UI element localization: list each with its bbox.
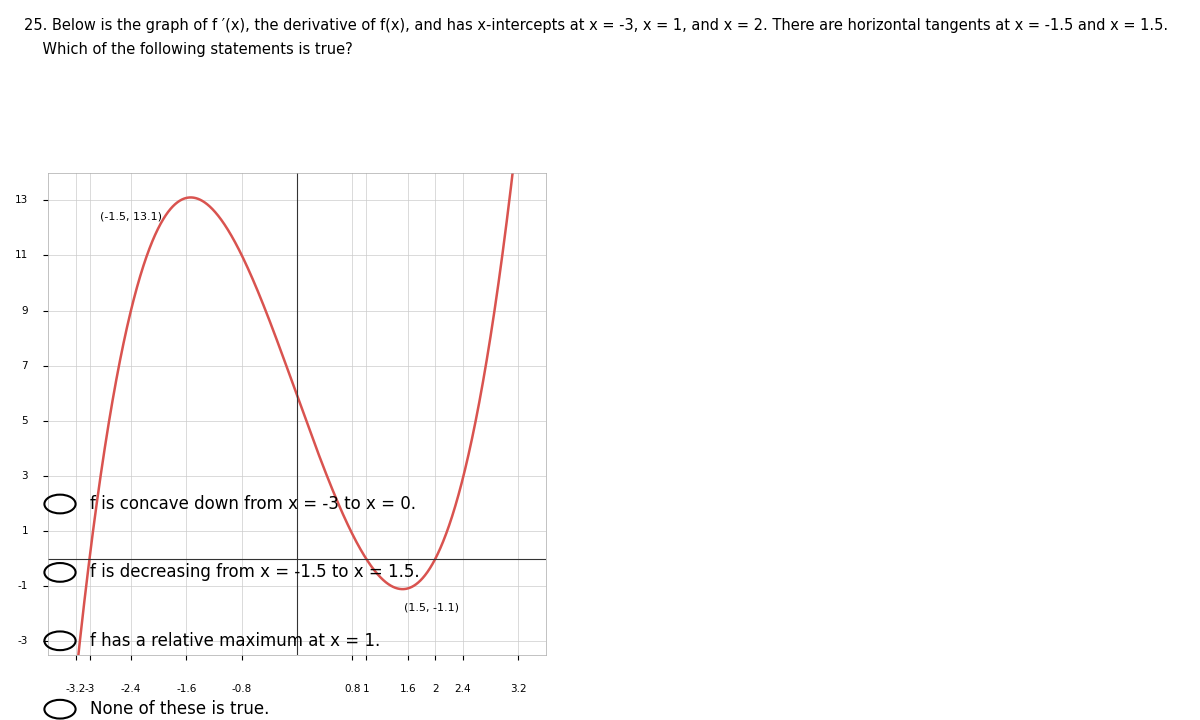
Text: 25. Below is the graph of f ′(x), the derivative of f(x), and has x-intercepts a: 25. Below is the graph of f ′(x), the de… — [24, 18, 1168, 33]
Text: 2: 2 — [432, 684, 439, 694]
Text: 3: 3 — [22, 471, 28, 481]
Text: -1: -1 — [18, 581, 28, 591]
Text: -2.4: -2.4 — [121, 684, 142, 694]
Text: 5: 5 — [22, 416, 28, 426]
Text: -1.6: -1.6 — [176, 684, 197, 694]
Text: None of these is true.: None of these is true. — [90, 700, 269, 719]
Text: 0.8: 0.8 — [344, 684, 360, 694]
Text: f has a relative maximum at x = 1.: f has a relative maximum at x = 1. — [90, 632, 380, 649]
Text: 7: 7 — [22, 361, 28, 371]
Text: 1: 1 — [22, 526, 28, 536]
Text: Which of the following statements is true?: Which of the following statements is tru… — [24, 42, 353, 57]
Text: -0.8: -0.8 — [232, 684, 252, 694]
Text: 1.6: 1.6 — [400, 684, 416, 694]
Text: 1: 1 — [362, 684, 370, 694]
Text: (1.5, -1.1): (1.5, -1.1) — [404, 603, 460, 613]
Text: 2.4: 2.4 — [455, 684, 472, 694]
Text: -3: -3 — [18, 636, 28, 647]
Text: f is decreasing from x = -1.5 to x = 1.5.: f is decreasing from x = -1.5 to x = 1.5… — [90, 563, 420, 582]
Text: -3.2: -3.2 — [66, 684, 86, 694]
Text: 9: 9 — [22, 305, 28, 315]
Text: 13: 13 — [14, 195, 28, 205]
Text: (-1.5, 13.1): (-1.5, 13.1) — [100, 212, 162, 221]
Text: -3: -3 — [84, 684, 95, 694]
Text: 3.2: 3.2 — [510, 684, 527, 694]
Text: 11: 11 — [14, 251, 28, 261]
Text: f is concave down from x = -3 to x = 0.: f is concave down from x = -3 to x = 0. — [90, 495, 416, 513]
